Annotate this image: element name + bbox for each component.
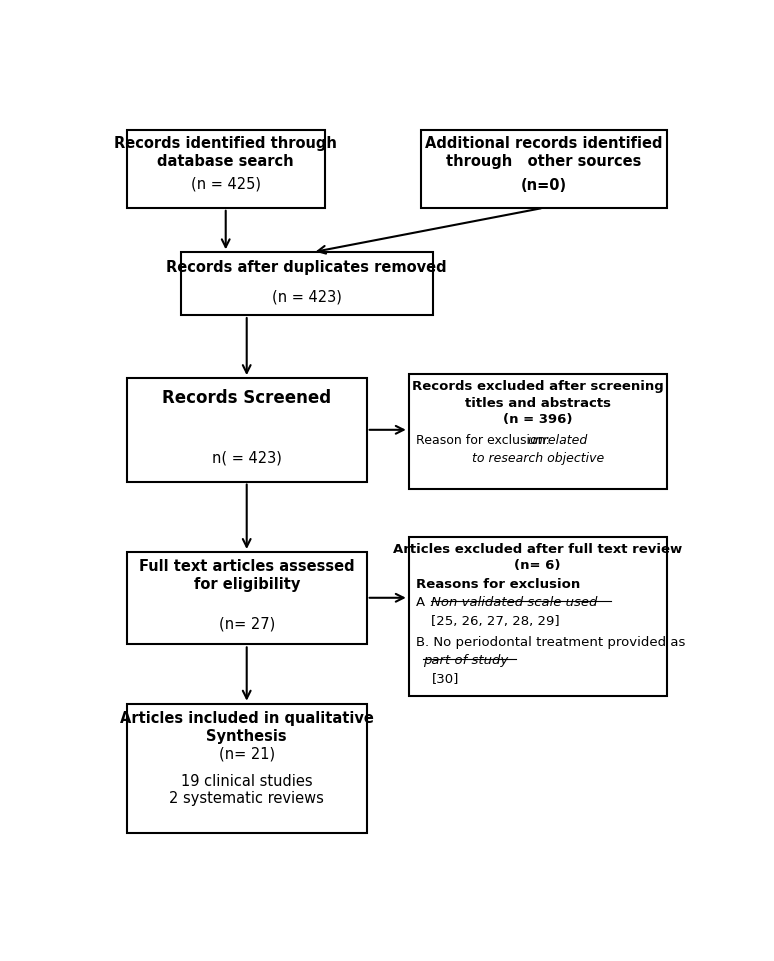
Text: Additional records identified: Additional records identified <box>425 136 663 151</box>
Text: A .: A . <box>416 596 433 609</box>
Text: (n= 6): (n= 6) <box>515 559 561 573</box>
Text: to research objective: to research objective <box>471 452 604 465</box>
Text: Full text articles assessed: Full text articles assessed <box>139 559 354 575</box>
Text: (n= 27): (n= 27) <box>218 616 275 631</box>
Text: Records excluded after screening: Records excluded after screening <box>412 381 663 393</box>
Text: [25, 26, 27, 28, 29]: [25, 26, 27, 28, 29] <box>431 615 560 628</box>
Text: Reasons for exclusion: Reasons for exclusion <box>416 578 580 591</box>
Bar <box>127 130 325 208</box>
Bar <box>127 378 367 481</box>
Text: (n=0): (n=0) <box>521 178 567 193</box>
Text: (n = 425): (n = 425) <box>190 177 261 191</box>
Text: Records after duplicates removed: Records after duplicates removed <box>166 259 447 275</box>
Text: Synthesis: Synthesis <box>207 728 287 744</box>
Bar <box>421 130 666 208</box>
Text: Articles excluded after full text review: Articles excluded after full text review <box>393 543 682 556</box>
Text: titles and abstracts: titles and abstracts <box>464 397 611 409</box>
Text: Records Screened: Records Screened <box>162 389 331 407</box>
Text: part of study: part of study <box>423 654 509 667</box>
Text: unrelated: unrelated <box>527 433 587 447</box>
Text: Reason for exclusion:: Reason for exclusion: <box>416 433 553 447</box>
Text: through   other sources: through other sources <box>446 154 642 169</box>
Text: for eligibility: for eligibility <box>194 577 300 592</box>
Text: . No periodontal treatment provided as: . No periodontal treatment provided as <box>426 635 686 649</box>
Bar <box>409 375 666 489</box>
Text: Articles included in qualitative: Articles included in qualitative <box>120 711 374 726</box>
Bar <box>127 552 367 645</box>
Text: B: B <box>416 635 425 649</box>
Text: n( = 423): n( = 423) <box>212 451 282 465</box>
Text: (n= 21): (n= 21) <box>218 747 275 761</box>
Text: database search: database search <box>157 154 294 169</box>
Text: 19 clinical studies: 19 clinical studies <box>181 774 313 789</box>
Text: Records identified through: Records identified through <box>115 136 337 151</box>
Text: (n = 423): (n = 423) <box>272 289 341 304</box>
Bar <box>409 537 666 696</box>
Text: 2 systematic reviews: 2 systematic reviews <box>170 791 324 806</box>
Text: [30]: [30] <box>431 673 459 685</box>
Bar <box>127 703 367 833</box>
Bar <box>181 252 433 315</box>
Text: Non validated scale used: Non validated scale used <box>431 596 598 609</box>
Text: (n = 396): (n = 396) <box>503 413 573 426</box>
